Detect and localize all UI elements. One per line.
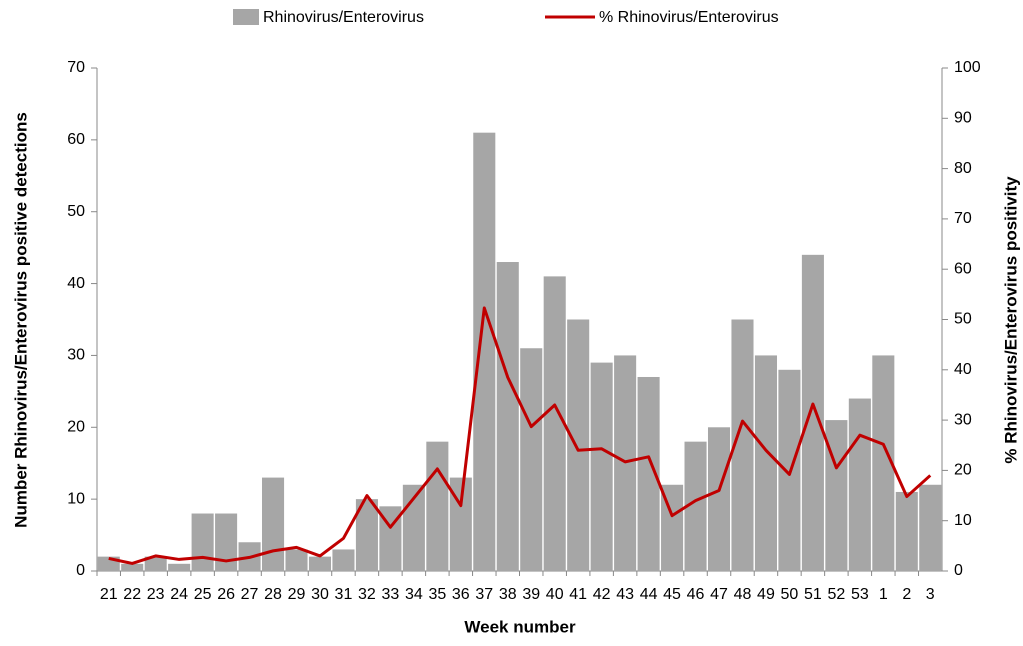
x-tick-label: 36 bbox=[452, 586, 470, 603]
bar bbox=[754, 355, 777, 571]
bar bbox=[121, 563, 144, 571]
bar bbox=[567, 319, 590, 571]
bar bbox=[731, 319, 754, 571]
y-axis-title: Number Rhinovirus/Enterovirus positive d… bbox=[11, 112, 30, 528]
x-tick-label: 49 bbox=[757, 586, 775, 603]
x-tick-label: 23 bbox=[147, 586, 165, 603]
bar bbox=[848, 398, 871, 571]
x-tick-label: 41 bbox=[569, 586, 587, 603]
y2-tick-label: 60 bbox=[954, 260, 972, 277]
bar bbox=[895, 491, 918, 571]
bar bbox=[590, 362, 613, 571]
x-tick-label: 46 bbox=[687, 586, 705, 603]
bar bbox=[473, 132, 496, 571]
y-tick-label: 0 bbox=[76, 562, 85, 579]
x-tick-label: 43 bbox=[616, 586, 634, 603]
x-tick-label: 21 bbox=[100, 586, 118, 603]
bar bbox=[872, 355, 895, 571]
x-tick-label: 42 bbox=[593, 586, 611, 603]
y-tick-label: 60 bbox=[67, 131, 85, 148]
x-tick-label: 53 bbox=[851, 586, 869, 603]
bar bbox=[191, 513, 214, 571]
x-tick-label: 32 bbox=[358, 586, 376, 603]
x-tick-label: 38 bbox=[499, 586, 517, 603]
x-tick-label: 34 bbox=[405, 586, 423, 603]
y2-tick-label: 30 bbox=[954, 411, 972, 428]
x-tick-label: 22 bbox=[123, 586, 141, 603]
bar bbox=[520, 348, 543, 571]
x-tick-label: 30 bbox=[311, 586, 329, 603]
bar bbox=[661, 484, 684, 571]
x-tick-label: 39 bbox=[522, 586, 540, 603]
bar bbox=[355, 499, 378, 571]
y-tick-label: 20 bbox=[67, 419, 85, 436]
bar bbox=[308, 556, 332, 571]
legend-swatch bbox=[233, 9, 259, 25]
bar bbox=[637, 376, 660, 571]
bar bbox=[426, 441, 449, 571]
bar bbox=[285, 549, 308, 571]
x-tick-label: 47 bbox=[710, 586, 728, 603]
x-tick-label: 40 bbox=[546, 586, 564, 603]
y2-tick-label: 80 bbox=[954, 160, 972, 177]
bar bbox=[144, 556, 167, 571]
x-tick-label: 1 bbox=[879, 586, 888, 603]
bar bbox=[707, 427, 731, 571]
y2-tick-label: 100 bbox=[954, 59, 981, 76]
y-tick-label: 30 bbox=[67, 347, 85, 364]
x-tick-label: 52 bbox=[827, 586, 845, 603]
y2-tick-label: 0 bbox=[954, 562, 963, 579]
line bbox=[108, 306, 932, 565]
x-tick-label: 2 bbox=[902, 586, 911, 603]
bar bbox=[449, 477, 472, 571]
bar bbox=[215, 513, 238, 571]
y-tick-label: 50 bbox=[67, 203, 85, 220]
y-tick-label: 10 bbox=[67, 490, 85, 507]
x-tick-label: 44 bbox=[640, 586, 658, 603]
x-tick-label: 3 bbox=[926, 586, 935, 603]
x-tick-label: 24 bbox=[170, 586, 188, 603]
x-tick-label: 37 bbox=[475, 586, 493, 603]
y-tick-label: 70 bbox=[67, 59, 85, 76]
y-tick-label: 40 bbox=[67, 275, 85, 292]
x-tick-label: 50 bbox=[781, 586, 799, 603]
x-tick-label: 33 bbox=[382, 586, 400, 603]
x-tick-label: 45 bbox=[663, 586, 681, 603]
x-tick-label: 27 bbox=[241, 586, 259, 603]
y2-tick-label: 50 bbox=[954, 311, 972, 328]
bar bbox=[168, 563, 191, 571]
y2-tick-label: 40 bbox=[954, 361, 972, 378]
y2-tick-label: 10 bbox=[954, 512, 972, 529]
x-tick-label: 48 bbox=[734, 586, 752, 603]
bar bbox=[543, 276, 566, 571]
x-tick-label: 28 bbox=[264, 586, 282, 603]
x-axis-title: Week number bbox=[464, 617, 576, 636]
bar bbox=[801, 254, 824, 572]
y2-axis-title: % Rhinovirus/Enterovirus positivity bbox=[1001, 176, 1020, 464]
bar bbox=[684, 441, 707, 571]
x-tick-label: 31 bbox=[335, 586, 353, 603]
x-tick-label: 35 bbox=[428, 586, 446, 603]
x-tick-label: 51 bbox=[804, 586, 822, 603]
x-tick-label: 26 bbox=[217, 586, 235, 603]
y2-tick-label: 70 bbox=[954, 210, 972, 227]
bar bbox=[262, 477, 285, 571]
y2-tick-label: 90 bbox=[954, 110, 972, 127]
legend-label: Rhinovirus/Enterovirus bbox=[263, 9, 424, 26]
y2-tick-label: 20 bbox=[954, 462, 972, 479]
bar bbox=[332, 549, 355, 571]
bar bbox=[496, 262, 519, 571]
bar bbox=[919, 484, 942, 571]
x-tick-label: 25 bbox=[194, 586, 212, 603]
legend-label: % Rhinovirus/Enterovirus bbox=[599, 9, 779, 26]
x-tick-label: 29 bbox=[288, 586, 306, 603]
